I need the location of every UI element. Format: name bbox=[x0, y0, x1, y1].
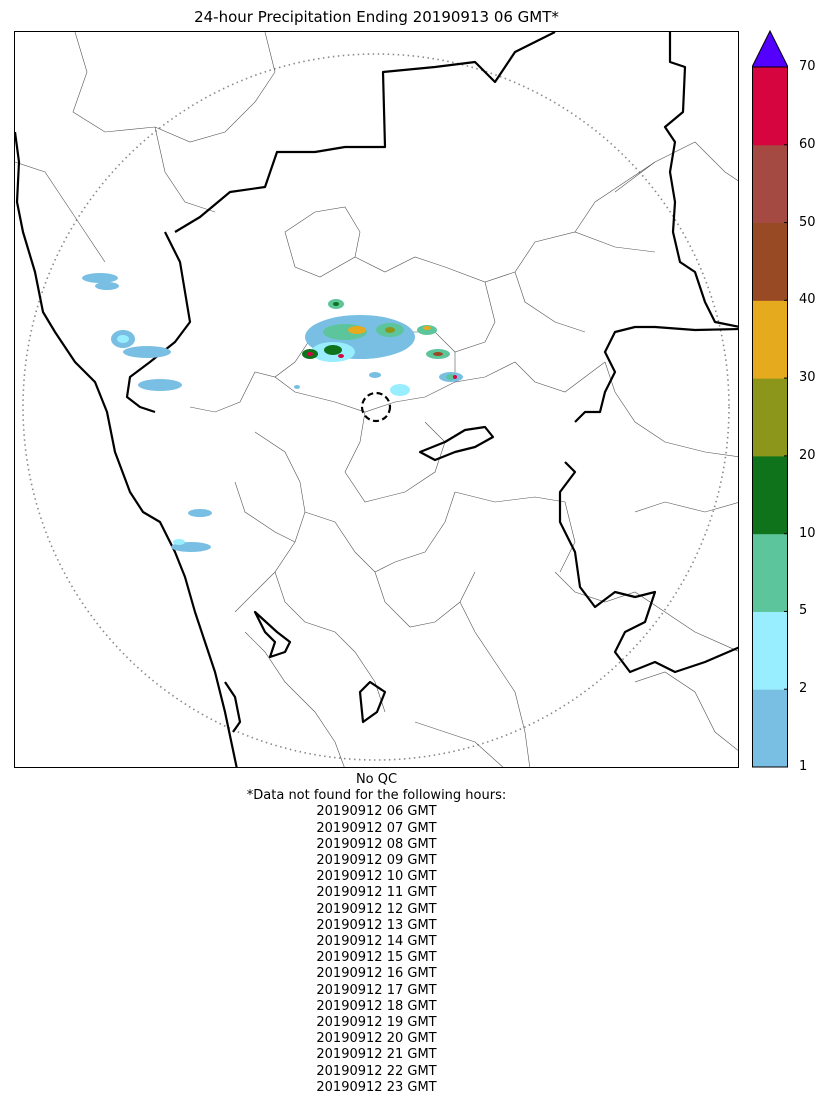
colorbar-tick-label: 30 bbox=[799, 370, 816, 386]
colorbar-segment bbox=[752, 378, 788, 457]
radar-site-marker bbox=[360, 391, 392, 423]
colorbar-tick-label: 2 bbox=[799, 681, 808, 697]
district-boundaries bbox=[15, 32, 738, 767]
missing-hour-item: 20190912 18 GMT bbox=[316, 998, 437, 1014]
state-boundaries bbox=[15, 32, 738, 767]
missing-hours-list: 20190912 06 GMT 20190912 07 GMT 20190912 0… bbox=[14, 804, 739, 1096]
colorbar-segment bbox=[752, 689, 788, 768]
precipitation-echoes bbox=[82, 273, 463, 552]
notes-block: No QC *Data not found for the following … bbox=[14, 772, 739, 1096]
missing-hour-item: 20190912 08 GMT bbox=[316, 836, 437, 852]
colorbar-tick-label: 1 bbox=[799, 759, 808, 774]
colorbar-tick-label: 50 bbox=[799, 214, 816, 230]
missing-hour-item: 20190912 12 GMT bbox=[316, 901, 437, 917]
colorbar-tick-label: 40 bbox=[799, 292, 816, 308]
colorbar-segment bbox=[752, 611, 788, 690]
colorbar-tick-label: 20 bbox=[799, 447, 816, 463]
missing-hour-item: 20190912 20 GMT bbox=[316, 1031, 437, 1047]
colorbar-segment bbox=[752, 144, 788, 224]
missing-hour-item: 20190912 22 GMT bbox=[316, 1063, 437, 1079]
missing-hour-item: 20190912 07 GMT bbox=[316, 820, 437, 836]
precipitation-map bbox=[14, 31, 739, 768]
colorbar bbox=[752, 30, 788, 768]
colorbar-segment bbox=[752, 533, 788, 612]
colorbar-tick-label: 60 bbox=[799, 136, 816, 152]
radar-range-ring bbox=[22, 53, 730, 761]
missing-hour-item: 20190912 06 GMT bbox=[316, 804, 437, 820]
colorbar-tick-label: 10 bbox=[799, 525, 816, 541]
colorbar-segment bbox=[752, 222, 788, 301]
missing-data-header: *Data not found for the following hours: bbox=[246, 788, 507, 804]
missing-hour-item: 20190912 21 GMT bbox=[316, 1047, 437, 1063]
colorbar-tick-label: 5 bbox=[799, 603, 808, 619]
missing-hour-item: 20190912 14 GMT bbox=[316, 934, 437, 950]
colorbar-extend-arrow bbox=[752, 30, 788, 68]
qc-note: No QC bbox=[355, 772, 398, 787]
missing-hour-item: 20190912 15 GMT bbox=[316, 950, 437, 966]
missing-hour-item: 20190912 13 GMT bbox=[316, 917, 437, 933]
missing-hour-item: 20190912 11 GMT bbox=[316, 885, 437, 901]
colorbar-frame bbox=[752, 66, 788, 768]
missing-hour-item: 20190912 16 GMT bbox=[316, 966, 437, 982]
colorbar-segment bbox=[752, 300, 788, 379]
missing-hour-item: 20190912 23 GMT bbox=[316, 1079, 437, 1095]
map-title: 24-hour Precipitation Ending 20190913 06… bbox=[194, 8, 559, 26]
colorbar-segment bbox=[752, 455, 788, 535]
missing-hour-item: 20190912 10 GMT bbox=[316, 869, 437, 885]
missing-hour-item: 20190912 17 GMT bbox=[316, 982, 437, 998]
missing-hour-item: 20190912 19 GMT bbox=[316, 1015, 437, 1031]
colorbar-segment bbox=[752, 67, 788, 146]
missing-hour-item: 20190912 09 GMT bbox=[316, 853, 437, 869]
colorbar-tick-label: 70 bbox=[799, 59, 816, 74]
